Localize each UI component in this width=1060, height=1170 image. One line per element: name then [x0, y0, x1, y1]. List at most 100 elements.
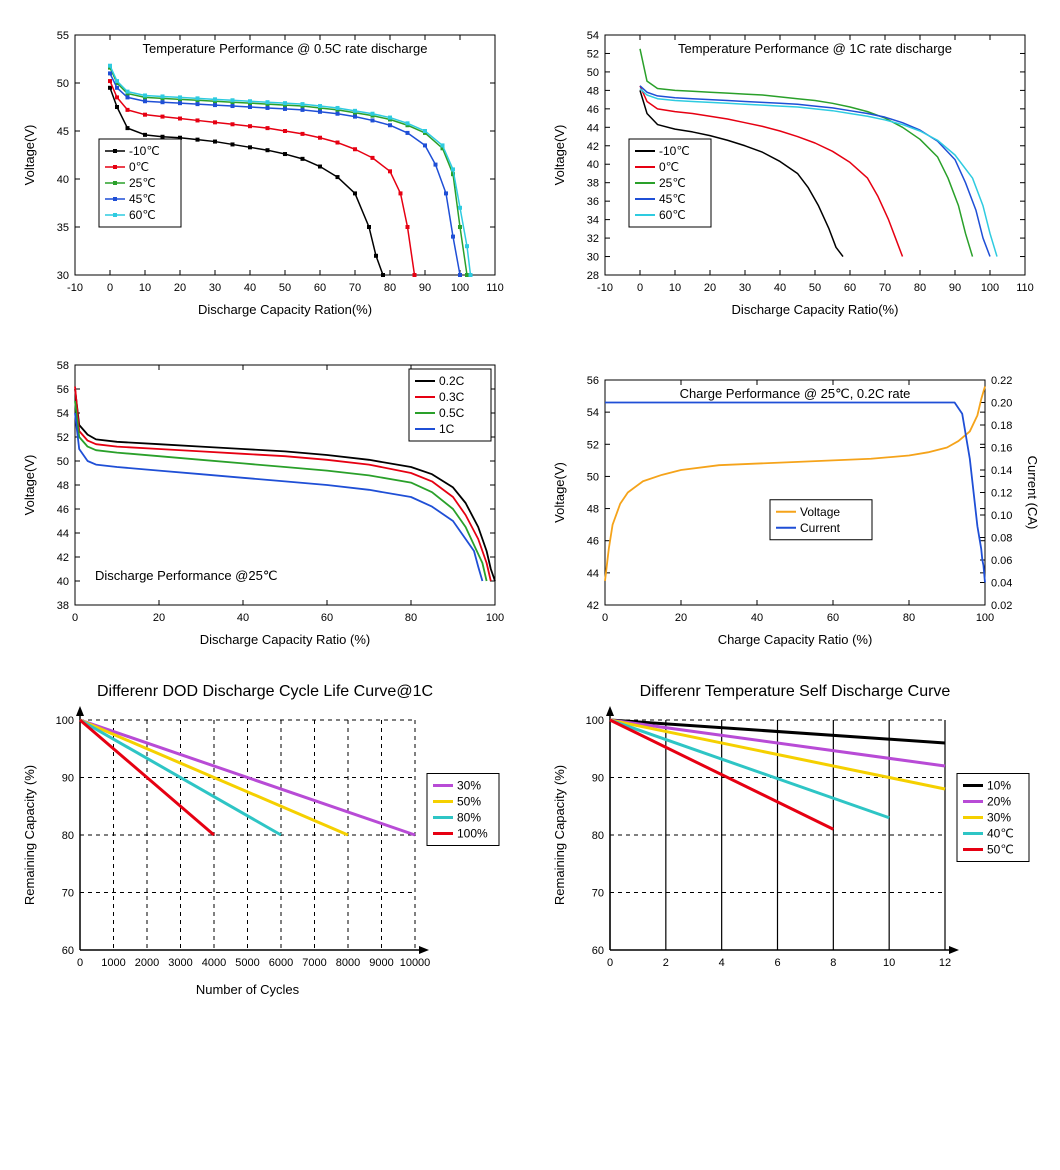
legend-item-label: 0℃	[659, 160, 679, 174]
legend-item-label: 10%	[987, 779, 1011, 793]
svg-text:46: 46	[57, 504, 69, 516]
svg-text:42: 42	[587, 600, 599, 612]
chart-svg: 3840424446485052545658020406080100Discha…	[20, 350, 510, 650]
series-line	[605, 386, 985, 580]
legend-item-label: 40℃	[987, 827, 1014, 841]
svg-text:110: 110	[1016, 282, 1034, 294]
svg-text:90: 90	[949, 282, 961, 294]
x-axis-label: Discharge Capacity Ration(%)	[198, 302, 372, 317]
svg-text:100: 100	[56, 715, 74, 727]
svg-text:46: 46	[587, 104, 599, 116]
legend-item-label: 25℃	[659, 176, 686, 190]
svg-text:90: 90	[592, 773, 604, 785]
chart-discharge-25c: 3840424446485052545658020406080100Discha…	[20, 350, 510, 650]
svg-text:20: 20	[174, 282, 186, 294]
svg-text:40: 40	[751, 612, 763, 624]
svg-text:70: 70	[592, 888, 604, 900]
chart-dod-cycle-life: 6070809010001000200030004000500060007000…	[20, 680, 510, 1000]
x-axis-label: Discharge Capacity Ratio(%)	[732, 302, 899, 317]
chart-title: Temperature Performance @ 0.5C rate disc…	[143, 41, 428, 56]
svg-text:70: 70	[879, 282, 891, 294]
svg-text:0: 0	[637, 282, 643, 294]
svg-text:52: 52	[587, 48, 599, 60]
svg-text:40: 40	[587, 159, 599, 171]
series-line	[605, 403, 985, 583]
legend-item-label: 30%	[987, 811, 1011, 825]
legend-item-label: 45℃	[659, 192, 686, 206]
svg-text:50: 50	[809, 282, 821, 294]
svg-text:80: 80	[903, 612, 915, 624]
svg-text:2000: 2000	[135, 957, 159, 969]
chart-svg: 6070809010001000200030004000500060007000…	[20, 680, 510, 1000]
svg-text:80: 80	[914, 282, 926, 294]
svg-text:52: 52	[587, 439, 599, 451]
svg-text:40: 40	[237, 612, 249, 624]
legend-item-label: Voltage	[800, 505, 840, 519]
svg-text:20: 20	[153, 612, 165, 624]
chart-title: Discharge Performance @25℃	[95, 568, 277, 583]
svg-text:0.04: 0.04	[991, 578, 1012, 590]
svg-text:55: 55	[57, 30, 69, 42]
chart-svg: 60708090100024681012Remaining Capacity (…	[550, 680, 1040, 1000]
svg-text:35: 35	[57, 222, 69, 234]
svg-text:80: 80	[592, 830, 604, 842]
y-axis-label: Remaining Capacity (%)	[552, 765, 567, 905]
legend-item-label: 80%	[457, 811, 481, 825]
svg-text:30: 30	[587, 252, 599, 264]
legend-item-label: 50℃	[987, 843, 1014, 857]
legend-item-label: 0.2C	[439, 374, 465, 388]
svg-text:80: 80	[62, 830, 74, 842]
svg-text:56: 56	[587, 375, 599, 387]
svg-text:44: 44	[57, 528, 69, 540]
svg-text:60: 60	[314, 282, 326, 294]
svg-text:20: 20	[675, 612, 687, 624]
svg-text:0.18: 0.18	[991, 420, 1012, 432]
svg-text:50: 50	[279, 282, 291, 294]
svg-text:10: 10	[883, 957, 895, 969]
svg-text:32: 32	[587, 233, 599, 245]
svg-text:0.20: 0.20	[991, 398, 1012, 410]
svg-text:10000: 10000	[400, 957, 431, 969]
svg-text:54: 54	[57, 408, 69, 420]
svg-text:2: 2	[663, 957, 669, 969]
svg-text:100: 100	[586, 715, 604, 727]
svg-text:100: 100	[451, 282, 469, 294]
svg-text:70: 70	[62, 888, 74, 900]
svg-text:30: 30	[57, 270, 69, 282]
svg-text:50: 50	[57, 78, 69, 90]
svg-text:54: 54	[587, 30, 599, 42]
svg-text:30: 30	[739, 282, 751, 294]
y-axis-label: Voltage(V)	[552, 125, 567, 186]
svg-text:0: 0	[77, 957, 83, 969]
y-axis-label: Voltage(V)	[552, 462, 567, 523]
svg-text:28: 28	[587, 270, 599, 282]
svg-text:10: 10	[139, 282, 151, 294]
svg-text:58: 58	[57, 360, 69, 372]
svg-text:0.10: 0.10	[991, 510, 1012, 522]
svg-text:46: 46	[587, 536, 599, 548]
svg-text:60: 60	[844, 282, 856, 294]
svg-text:44: 44	[587, 122, 599, 134]
y-axis-label: Remaining Capacity (%)	[22, 765, 37, 905]
svg-text:10: 10	[669, 282, 681, 294]
y-axis-label: Voltage(V)	[22, 455, 37, 516]
svg-text:0.06: 0.06	[991, 555, 1012, 567]
y2-axis-label: Current (CA)	[1025, 456, 1040, 530]
svg-text:6000: 6000	[269, 957, 293, 969]
legend-item-label: 60℃	[129, 208, 156, 222]
x-axis-label: Discharge Capacity Ratio (%)	[200, 632, 371, 647]
svg-text:40: 40	[57, 576, 69, 588]
svg-text:70: 70	[349, 282, 361, 294]
chart-title: Charge Performance @ 25℃, 0.2C rate	[680, 386, 911, 401]
svg-text:34: 34	[587, 215, 599, 227]
svg-text:0: 0	[607, 957, 613, 969]
svg-text:40: 40	[57, 174, 69, 186]
svg-text:80: 80	[384, 282, 396, 294]
legend-item-label: 1C	[439, 422, 455, 436]
svg-text:60: 60	[321, 612, 333, 624]
chart-svg: 303540455055-100102030405060708090100110…	[20, 20, 510, 320]
svg-text:60: 60	[592, 945, 604, 957]
legend-item-label: 0.5C	[439, 406, 465, 420]
svg-text:12: 12	[939, 957, 951, 969]
svg-text:0.22: 0.22	[991, 375, 1012, 387]
